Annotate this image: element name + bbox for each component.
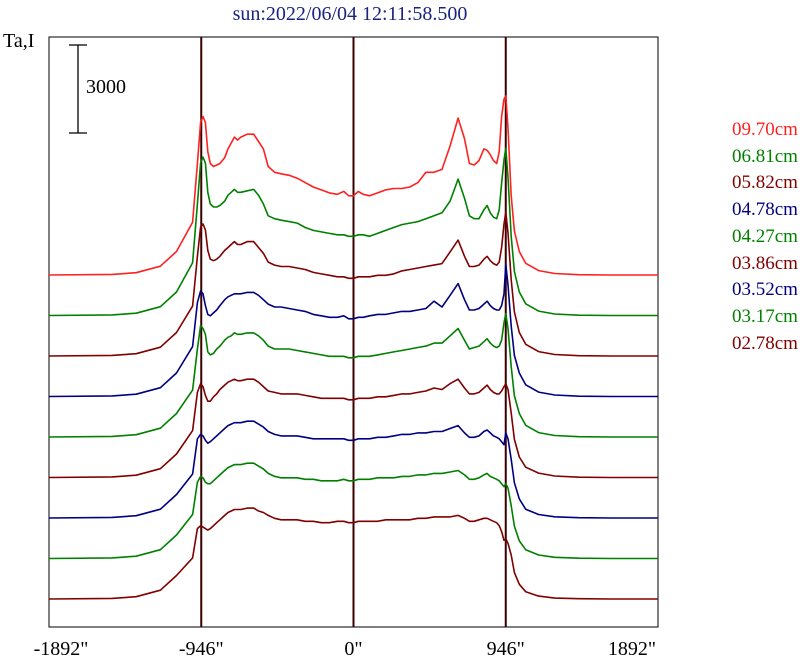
x-tick-label: 1892" [607, 638, 657, 660]
series-line-04.27cm [48, 312, 658, 438]
legend-entry: 04.78cm [732, 199, 798, 221]
series-line-02.78cm [48, 507, 658, 600]
y-axis-label: Ta,I [3, 30, 35, 52]
legend-entry: 05.82cm [732, 172, 798, 194]
legend-entry: 03.52cm [732, 279, 798, 301]
scale-bar [69, 44, 87, 134]
legend-entry: 09.70cm [732, 119, 798, 140]
series-line-04.78cm [48, 263, 658, 398]
series-line-05.82cm [48, 211, 658, 357]
legend-entry: 04.27cm [732, 225, 798, 247]
scale-bar-label: 3000 [86, 76, 126, 98]
legend-entry: 06.81cm [732, 145, 798, 167]
x-tick-label: -1892" [33, 638, 89, 660]
legend-entry: 03.86cm [732, 252, 798, 274]
x-tick-label: 0" [344, 638, 363, 660]
x-tick-label: 946" [486, 638, 525, 660]
x-tick-label: -946" [178, 638, 224, 660]
series-line-06.81cm [48, 147, 658, 317]
legend-entry: 02.78cm [732, 332, 798, 354]
series-line-09.70cm [48, 95, 658, 276]
series-line-03.17cm [48, 462, 658, 560]
reference-lines [200, 37, 507, 627]
legend: 09.70cm 06.81cm 05.82cm 04.78cm 04.27cm 03.86… [732, 117, 798, 357]
series-line-03.52cm [48, 420, 658, 519]
series-line-03.86cm [48, 378, 658, 479]
series-group [48, 95, 658, 600]
legend-entry: 03.17cm [732, 305, 798, 327]
chart-title: sun:2022/06/04 12:11:58.500 [232, 3, 468, 25]
